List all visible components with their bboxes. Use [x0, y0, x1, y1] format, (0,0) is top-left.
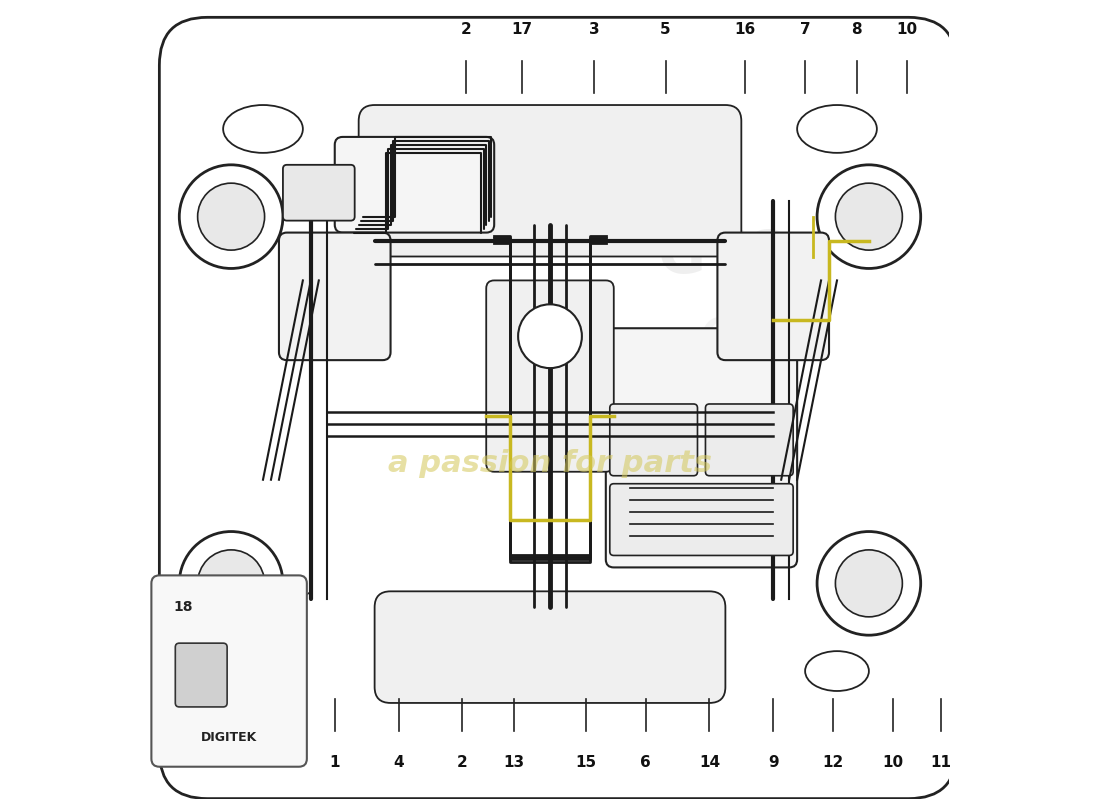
- Text: GTO: GTO: [701, 315, 798, 358]
- FancyBboxPatch shape: [609, 404, 697, 476]
- Circle shape: [179, 531, 283, 635]
- Text: 14: 14: [698, 754, 720, 770]
- Text: GTO: GTO: [658, 228, 793, 285]
- FancyBboxPatch shape: [279, 233, 390, 360]
- Text: 15: 15: [575, 754, 596, 770]
- Circle shape: [817, 165, 921, 269]
- Circle shape: [835, 550, 902, 617]
- FancyBboxPatch shape: [375, 591, 725, 703]
- Text: 7: 7: [800, 22, 811, 38]
- Ellipse shape: [223, 105, 302, 153]
- Text: 2: 2: [461, 22, 472, 38]
- Circle shape: [817, 531, 921, 635]
- Text: 9: 9: [768, 754, 779, 770]
- Text: 3: 3: [588, 22, 600, 38]
- FancyBboxPatch shape: [152, 575, 307, 766]
- Text: 18: 18: [174, 600, 194, 614]
- Circle shape: [198, 183, 265, 250]
- Text: 13: 13: [504, 754, 525, 770]
- Text: 1: 1: [330, 754, 340, 770]
- Text: 5: 5: [660, 22, 671, 38]
- Text: 8: 8: [851, 22, 862, 38]
- Text: a passion for parts: a passion for parts: [388, 450, 712, 478]
- Circle shape: [198, 550, 265, 617]
- Circle shape: [835, 183, 902, 250]
- Text: 2: 2: [456, 754, 468, 770]
- FancyBboxPatch shape: [334, 137, 494, 233]
- Ellipse shape: [805, 651, 869, 691]
- Circle shape: [179, 165, 283, 269]
- Ellipse shape: [231, 651, 295, 691]
- Circle shape: [518, 304, 582, 368]
- FancyBboxPatch shape: [160, 18, 957, 798]
- Text: 17: 17: [512, 22, 532, 38]
- Text: DIGITEK: DIGITEK: [201, 731, 257, 744]
- Text: 4: 4: [393, 754, 404, 770]
- Text: 12: 12: [823, 754, 844, 770]
- FancyBboxPatch shape: [606, 328, 798, 567]
- FancyBboxPatch shape: [283, 165, 354, 221]
- Ellipse shape: [798, 105, 877, 153]
- FancyBboxPatch shape: [717, 233, 829, 360]
- FancyBboxPatch shape: [175, 643, 227, 707]
- Text: 10: 10: [882, 754, 903, 770]
- Text: 16: 16: [735, 22, 756, 38]
- FancyBboxPatch shape: [359, 105, 741, 257]
- Text: 11: 11: [931, 754, 952, 770]
- Text: 6: 6: [640, 754, 651, 770]
- FancyBboxPatch shape: [609, 484, 793, 555]
- FancyBboxPatch shape: [486, 281, 614, 472]
- FancyBboxPatch shape: [705, 404, 793, 476]
- Text: 10: 10: [896, 22, 917, 38]
